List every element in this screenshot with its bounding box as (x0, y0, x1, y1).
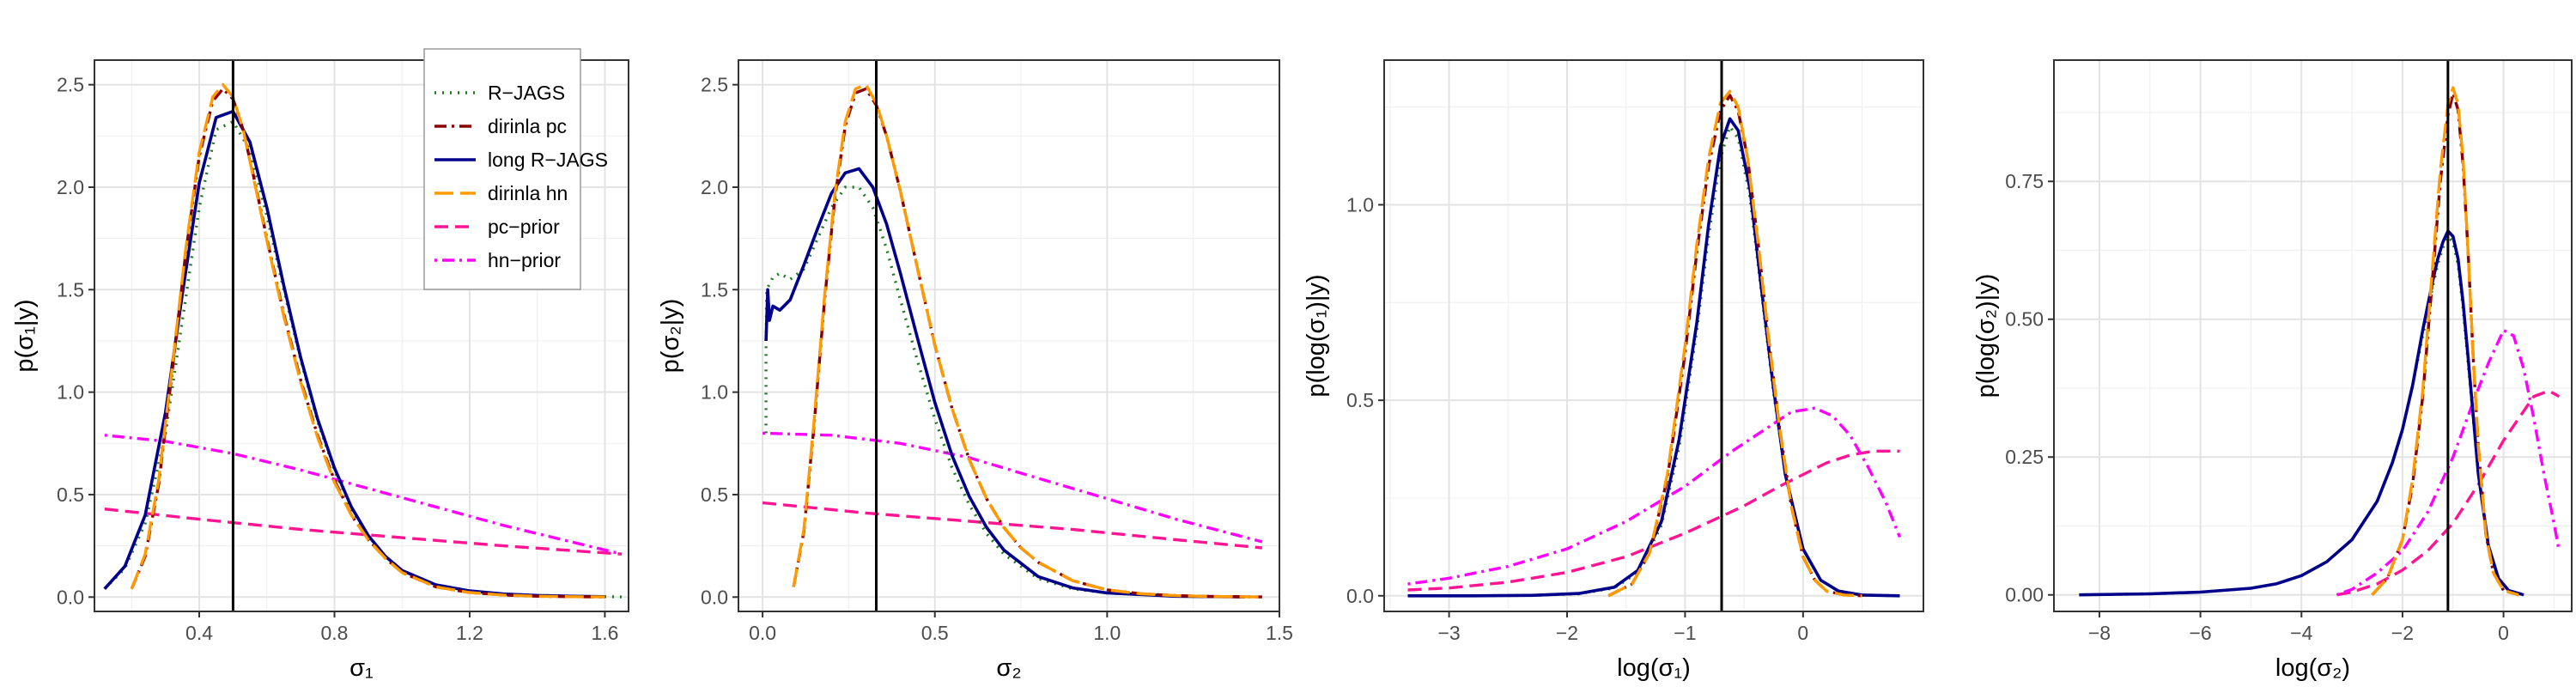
series-line-pc-prior (762, 501, 1263, 550)
panel-border (738, 59, 1280, 612)
grid (1384, 60, 1923, 611)
y-tick-label: 2.5 (57, 74, 84, 96)
series-line-dirinla-pc (1607, 94, 1862, 598)
legend-label: hn−prior (488, 249, 561, 271)
x-tick-label: 1.0 (1093, 622, 1121, 644)
legend: R−JAGS dirinla pc long R−JAGS dirinla hn pc−… (423, 48, 608, 290)
series-line-dirinla-hn (130, 82, 605, 599)
x-tick-label: 0 (1797, 622, 1808, 644)
series-line-hn-prior (1407, 406, 1902, 586)
y-tick-label: 0.0 (701, 586, 728, 608)
x-tick-label: −1 (1674, 622, 1696, 644)
series-line-pc-prior (1407, 449, 1900, 592)
y-tick-label: 0.5 (701, 483, 728, 506)
x-tick-label: 0.4 (185, 622, 213, 644)
x-axis-label: σ₂ (996, 654, 1021, 682)
y-axis-label: p(σ₁|y) (11, 299, 39, 372)
legend-item-dirinla-hn: dirinla hn (434, 182, 568, 204)
x-tick-label: 1.5 (1266, 622, 1293, 644)
legend-item-pc-prior: pc−prior (434, 216, 560, 238)
x-tick-label: 1.6 (591, 622, 618, 644)
series-layer (762, 82, 1263, 599)
series-line-pc-prior (104, 508, 623, 556)
x-tick-label: −3 (1437, 622, 1460, 644)
y-tick-label: 1.0 (1346, 193, 1374, 216)
y-tick-label: 0.5 (57, 483, 84, 506)
x-tick-label: −8 (2088, 622, 2111, 644)
x-axis-label: log(σ₁) (1617, 654, 1691, 682)
panel-2: 0.0 0.5 1.0 1.5 0.0 0.5 1.0 1.5 2.0 2.5 σ₂ p(σ₂|y) (657, 59, 1293, 682)
y-tick-label: 0.0 (1346, 585, 1374, 607)
x-tick-label: −2 (2391, 622, 2414, 644)
series-line-long-rjags (1407, 117, 1900, 598)
y-axis-label: p(log(σ₁)|y) (1303, 274, 1330, 397)
y-tick-label: 0.00 (2005, 584, 2044, 606)
y-tick-label: 2.0 (57, 176, 84, 198)
series-line-long-rjags (764, 167, 1245, 599)
x-axis-label: log(σ₂) (2275, 654, 2350, 682)
series-line-dirinla-hn (792, 82, 1262, 599)
series-line-hn-prior (762, 431, 1263, 544)
legend-item-dirinla-pc: dirinla pc (434, 115, 567, 137)
y-tick-label: 0.75 (2005, 170, 2044, 192)
y-tick-label: 2.5 (701, 74, 728, 96)
x-axis-label: σ₁ (349, 654, 374, 682)
series-layer (2079, 86, 2561, 597)
x-tick-label: 1.2 (456, 622, 483, 644)
x-tick-label: 0 (2498, 622, 2509, 644)
series-layer (103, 82, 623, 599)
legend-label: dirinla hn (488, 182, 568, 204)
series-line-hn-prior (104, 434, 623, 556)
legend-item-hn-prior: hn−prior (434, 249, 561, 271)
legend-label: dirinla pc (488, 115, 567, 137)
x-tick-label: −6 (2189, 622, 2211, 644)
y-tick-label: 2.0 (701, 176, 728, 198)
grid (2054, 60, 2572, 611)
y-tick-label: 0.50 (2005, 308, 2044, 331)
y-tick-label: 1.0 (701, 381, 728, 404)
y-tick-label: 1.5 (57, 278, 84, 301)
x-tick-label: 0.5 (921, 622, 949, 644)
legend-box (423, 48, 581, 290)
y-axis-label: p(σ₂|y) (657, 299, 684, 374)
x-tick-label: 0.8 (321, 622, 349, 644)
series-layer (1407, 89, 1902, 598)
series-line-dirinla-pc (792, 87, 1262, 599)
y-tick-label: 0.25 (2005, 446, 2044, 468)
panel-4: −8 −6 −4 −2 0 0.00 0.25 0.50 0.75 log(σ₂) p(log(σ₂… (1972, 59, 2573, 682)
series-line-long-rjags (2079, 229, 2524, 597)
y-tick-label: 1.0 (57, 381, 84, 404)
y-axis-label: p(log(σ₂)|y) (1972, 274, 2000, 398)
x-tick-label: 0.0 (749, 622, 776, 644)
legend-item-long-rjags: long R−JAGS (434, 149, 608, 171)
x-tick-label: −2 (1556, 622, 1578, 644)
grid (738, 60, 1280, 611)
panel-3: −3 −2 −1 0 0.0 0.5 1.0 log(σ₁) p(log(σ₁)|y) (1303, 59, 1924, 682)
legend-label: pc−prior (488, 216, 560, 238)
y-tick-label: 0.5 (1346, 389, 1374, 411)
series-line-hn-prior (2336, 328, 2561, 597)
series-line-dirinla-hn (1607, 89, 1862, 598)
y-tick-label: 0.0 (57, 586, 84, 608)
series-line-dirinla-hn (2371, 86, 2519, 597)
series-line-rjags (1407, 125, 1900, 598)
legend-label: long R−JAGS (488, 149, 608, 171)
panel-border (2053, 59, 2573, 612)
legend-item-rjags: R−JAGS (434, 82, 565, 104)
series-line-pc-prior (2336, 389, 2561, 597)
panel-border (94, 59, 629, 612)
panel-border (1383, 59, 1924, 612)
x-tick-label: −4 (2290, 622, 2312, 644)
y-tick-label: 1.5 (701, 278, 728, 301)
legend-label: R−JAGS (488, 82, 565, 104)
